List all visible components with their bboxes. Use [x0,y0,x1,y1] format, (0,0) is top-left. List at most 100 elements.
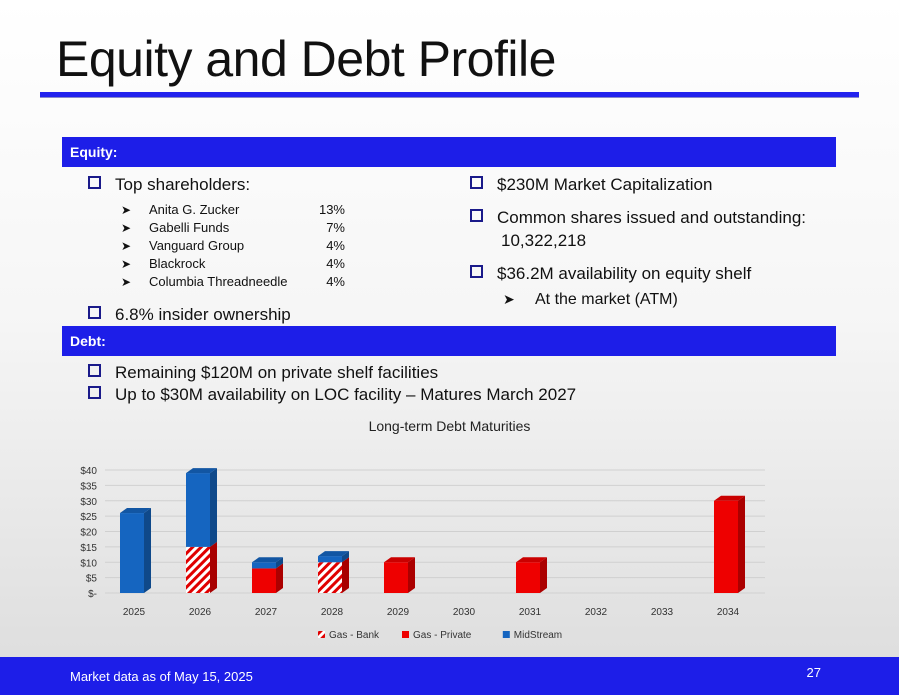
debt-bullet-text: Remaining $120M on private shelf facilit… [115,363,439,382]
shareholder-name: Anita G. Zucker [149,202,240,217]
shareholder-row: ➤ Columbia Threadneedle 4% [121,274,351,289]
shares-text-line2: 10,322,218 [501,231,587,250]
arrow-bullet-icon: ➤ [121,239,132,253]
legend-swatch [318,631,325,638]
arrow-bullet-icon: ➤ [121,203,132,217]
footer-bar: Market data as of May 15, 2025 27 [0,657,899,695]
shareholder-row: ➤ Gabelli Funds 7% [121,220,351,235]
legend-swatch [502,631,510,638]
checkbox-bullet-icon [88,386,101,399]
bar-top [516,557,547,563]
shareholder-pct: 7% [326,220,345,235]
bar-side [342,557,349,593]
insider-bullet: 6.8% insider ownership [88,304,291,326]
x-tick-label: 2026 [189,607,212,618]
bar-segment [714,500,738,593]
checkbox-bullet-icon [88,364,101,377]
shareholder-name: Columbia Threadneedle [149,274,288,289]
debt-bullet: Up to $30M availability on LOC facility … [88,384,576,406]
bar-side [210,541,217,593]
atm-text: At the market (ATM) [535,291,678,308]
bar-side [408,557,415,593]
legend-label: Gas - Private [413,630,472,641]
y-tick-label: $15 [80,543,97,554]
shareholder-name: Vanguard Group [149,238,245,253]
top-shareholders-bullet: Top shareholders: [88,174,250,196]
shareholder-row: ➤ Blackrock 4% [121,256,351,271]
shareholder-name: Blackrock [149,256,206,271]
bar-side [342,551,349,563]
debt-maturities-chart: $- $5 $10 $15 $20 $25 $30 $35 $40 2025 2026 2027 202… [80,466,765,641]
bar-top [318,551,349,557]
equity-header: Equity: [62,137,836,167]
shareholder-pct: 4% [326,238,345,253]
chart-title: Long-term Debt Maturities [368,418,531,434]
shelf-text: $36.2M availability on equity shelf [497,264,752,283]
atm-bullet: ➤ At the market (ATM) [503,288,678,311]
y-tick-label: $5 [86,574,98,585]
legend-label: MidStream [514,630,562,641]
footnote: Market data as of May 15, 2025 [70,669,253,684]
bar-segment [516,562,540,593]
bar-side [276,563,283,593]
bar-segment [120,513,144,593]
bar-side [540,557,547,593]
bar-side [738,495,745,593]
bar-top [186,468,217,474]
arrow-bullet-icon: ➤ [121,221,132,235]
x-tick-label: 2027 [255,607,278,618]
x-tick-label: 2032 [585,607,608,618]
title-underline [40,92,859,97]
y-tick-label: $20 [80,528,97,539]
bar-top [252,557,283,563]
bar-top [120,508,151,514]
debt-bullet-text: Up to $30M availability on LOC facility … [115,385,577,404]
shareholder-pct: 4% [326,256,345,271]
debt-header: Debt: [62,326,836,356]
bar-segment [186,473,210,547]
y-tick-label: $10 [80,558,97,569]
checkbox-bullet-icon [470,209,483,222]
title-underline-thin [40,97,859,98]
bar-segment [252,562,276,569]
bar-segment [318,556,342,563]
x-tick-label: 2033 [651,607,674,618]
legend-swatch [402,631,409,638]
checkbox-bullet-icon [470,265,483,278]
shareholder-pct: 13% [318,202,345,217]
arrow-bullet-icon: ➤ [121,257,132,271]
bar-top [384,557,415,563]
shareholder-row: ➤ Vanguard Group 4% [121,238,351,253]
shares-bullet: Common shares issued and outstanding: [470,207,806,229]
bar-side [276,557,283,569]
bar-segment [318,562,342,593]
shelf-bullet: $36.2M availability on equity shelf [470,263,751,285]
y-tick-label: $35 [80,481,97,492]
y-tick-label: $30 [80,497,97,508]
y-tick-label: $40 [80,466,97,477]
arrow-bullet-icon: ➤ [121,275,132,289]
y-tick-label: $- [88,589,97,600]
bar-segment [186,546,210,593]
x-tick-label: 2030 [453,607,476,618]
checkbox-bullet-icon [88,306,101,319]
x-tick-label: 2029 [387,607,410,618]
bar-side [144,508,151,593]
bar-segment [252,568,276,593]
bar-side [210,468,217,547]
debt-bullet: Remaining $120M on private shelf facilit… [88,362,438,384]
top-shareholders-label: Top shareholders: [115,175,251,194]
shareholder-row: ➤ Anita G. Zucker 13% [121,202,351,217]
x-tick-label: 2028 [321,607,344,618]
checkbox-bullet-icon [470,176,483,189]
shares-text-line1: Common shares issued and outstanding: [497,208,807,227]
x-tick-label: 2031 [519,607,542,618]
market-cap-bullet: $230M Market Capitalization [470,174,712,196]
y-tick-label: $25 [80,512,97,523]
shareholder-pct: 4% [326,274,345,289]
market-cap-text: $230M Market Capitalization [497,175,713,194]
shareholder-name: Gabelli Funds [149,220,230,235]
page-number: 27 [806,665,821,680]
arrow-bullet-icon: ➤ [503,291,515,307]
bar-top [714,495,745,501]
